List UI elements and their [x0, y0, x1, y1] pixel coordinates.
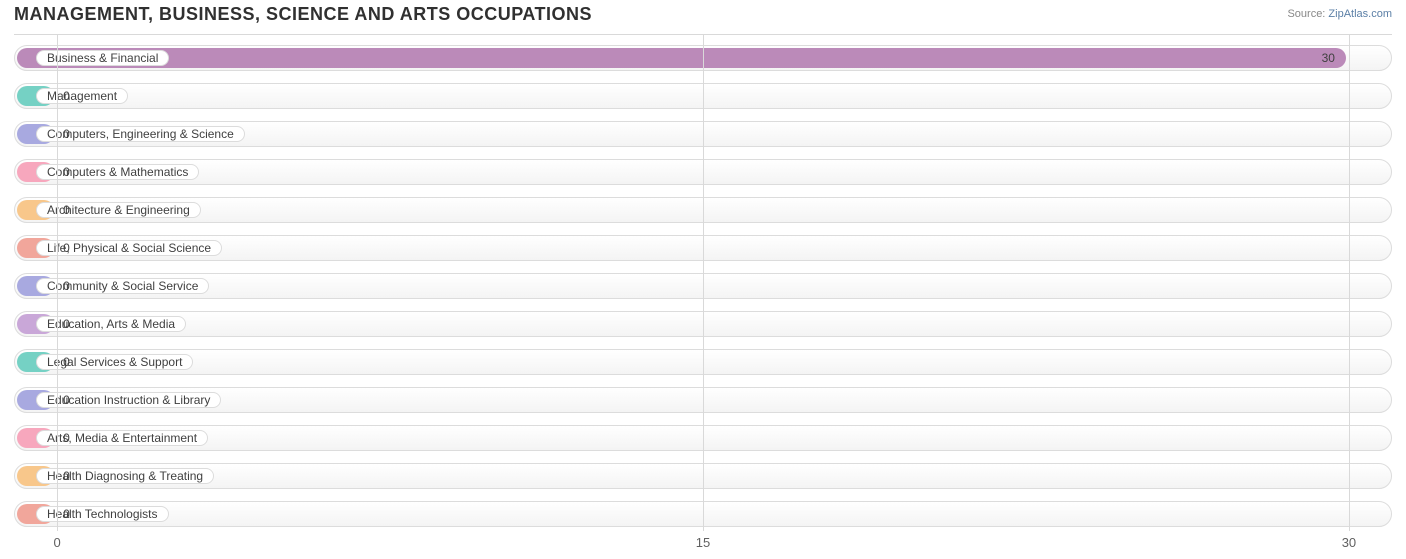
x-axis: 0 15 30: [14, 535, 1392, 553]
x-tick: 0: [53, 535, 60, 550]
source-attribution: Source: ZipAtlas.com: [1287, 4, 1392, 20]
plot-area: Business & Financial30Management0Compute…: [14, 34, 1392, 531]
category-pill: Education, Arts & Media: [36, 316, 186, 332]
value-label: 0: [63, 385, 70, 415]
gridline: [57, 35, 58, 531]
value-label: 0: [63, 271, 70, 301]
header: MANAGEMENT, BUSINESS, SCIENCE AND ARTS O…: [0, 0, 1406, 30]
value-label: 0: [63, 423, 70, 453]
x-tick: 15: [696, 535, 710, 550]
source-prefix: Source:: [1287, 8, 1328, 20]
value-label: 0: [63, 195, 70, 225]
source-link: ZipAtlas.com: [1328, 8, 1392, 20]
x-tick: 30: [1342, 535, 1356, 550]
value-label: 0: [63, 119, 70, 149]
category-pill: Arts, Media & Entertainment: [36, 430, 208, 446]
category-pill: Community & Social Service: [36, 278, 209, 294]
value-label: 0: [63, 499, 70, 529]
gridline: [1349, 35, 1350, 531]
value-label: 0: [63, 347, 70, 377]
category-pill: Architecture & Engineering: [36, 202, 201, 218]
gridline: [703, 35, 704, 531]
value-label: 0: [63, 157, 70, 187]
bar: [17, 48, 1346, 68]
category-pill: Management: [36, 88, 128, 104]
category-pill: Health Technologists: [36, 506, 169, 522]
value-label: 30: [1322, 43, 1335, 73]
value-label: 0: [63, 461, 70, 491]
value-label: 0: [63, 81, 70, 111]
category-pill: Business & Financial: [36, 50, 169, 66]
category-pill: Computers & Mathematics: [36, 164, 199, 180]
value-label: 0: [63, 309, 70, 339]
value-label: 0: [63, 233, 70, 263]
category-pill: Legal Services & Support: [36, 354, 193, 370]
chart-container: MANAGEMENT, BUSINESS, SCIENCE AND ARTS O…: [0, 0, 1406, 559]
chart-title: MANAGEMENT, BUSINESS, SCIENCE AND ARTS O…: [14, 4, 592, 25]
